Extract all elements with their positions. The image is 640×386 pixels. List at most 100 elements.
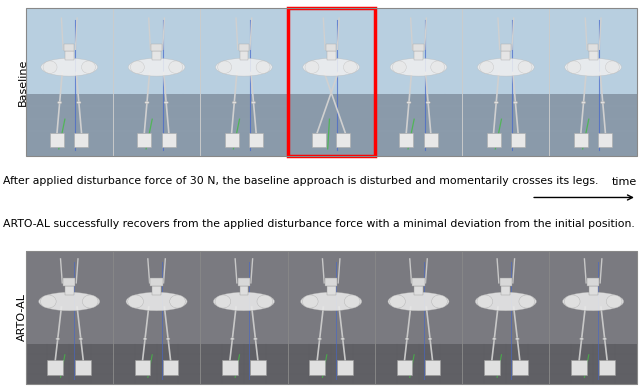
Bar <box>152 286 161 295</box>
Ellipse shape <box>564 58 621 76</box>
Bar <box>598 132 612 147</box>
Bar <box>162 132 176 147</box>
Ellipse shape <box>431 61 445 73</box>
Ellipse shape <box>518 61 532 73</box>
Bar <box>327 51 335 60</box>
Bar <box>113 251 200 384</box>
Bar <box>375 251 462 384</box>
Bar <box>63 278 76 286</box>
Ellipse shape <box>131 61 145 73</box>
Bar <box>26 251 113 384</box>
Bar <box>327 286 335 295</box>
Bar <box>500 278 512 286</box>
Bar <box>399 132 413 147</box>
Bar <box>375 8 462 156</box>
Bar <box>26 94 113 156</box>
Circle shape <box>145 101 149 104</box>
Bar <box>150 278 163 286</box>
Bar <box>337 132 351 147</box>
Bar <box>550 8 637 94</box>
Bar <box>312 132 326 147</box>
Bar <box>287 8 375 156</box>
Bar <box>138 132 151 147</box>
Ellipse shape <box>128 58 185 76</box>
Bar <box>113 94 200 156</box>
Circle shape <box>426 101 430 104</box>
Bar <box>512 360 527 375</box>
Ellipse shape <box>605 61 620 73</box>
Ellipse shape <box>477 58 534 76</box>
Bar <box>200 344 287 384</box>
Ellipse shape <box>128 295 143 308</box>
Ellipse shape <box>606 295 622 308</box>
Bar <box>572 360 587 375</box>
Text: time: time <box>612 178 637 187</box>
Bar <box>375 344 462 384</box>
Ellipse shape <box>392 61 406 73</box>
Text: ARTO-AL: ARTO-AL <box>17 293 28 342</box>
Bar <box>375 94 462 156</box>
Bar <box>462 251 550 384</box>
Circle shape <box>581 101 586 104</box>
Bar <box>502 51 510 60</box>
Bar <box>76 360 91 375</box>
Circle shape <box>317 338 321 340</box>
Bar <box>462 8 550 94</box>
Circle shape <box>164 101 168 104</box>
Bar <box>26 8 113 156</box>
Circle shape <box>600 101 605 104</box>
Ellipse shape <box>40 295 56 308</box>
Bar <box>337 360 353 375</box>
Bar <box>424 132 438 147</box>
Bar <box>249 132 263 147</box>
Bar <box>500 44 511 51</box>
Ellipse shape <box>563 292 624 311</box>
Circle shape <box>79 338 83 340</box>
Ellipse shape <box>83 295 98 308</box>
Ellipse shape <box>43 61 57 73</box>
Bar <box>26 251 113 384</box>
FancyArrowPatch shape <box>534 195 632 200</box>
Bar <box>397 360 412 375</box>
Bar <box>200 251 287 384</box>
Bar <box>414 51 423 60</box>
Circle shape <box>230 338 234 340</box>
Ellipse shape <box>257 295 273 308</box>
Bar <box>26 344 113 384</box>
Ellipse shape <box>476 292 536 311</box>
Bar <box>550 344 637 384</box>
Bar <box>462 344 550 384</box>
Ellipse shape <box>344 295 360 308</box>
Ellipse shape <box>41 58 98 76</box>
Bar <box>413 44 424 51</box>
Bar <box>599 360 615 375</box>
Bar <box>65 51 74 60</box>
Circle shape <box>405 338 409 340</box>
Bar <box>135 360 150 375</box>
Bar <box>113 8 200 156</box>
Ellipse shape <box>169 61 183 73</box>
Bar <box>550 251 637 384</box>
Ellipse shape <box>216 58 272 76</box>
Bar <box>375 8 462 94</box>
Circle shape <box>513 101 518 104</box>
Bar <box>511 132 525 147</box>
Ellipse shape <box>390 295 405 308</box>
Circle shape <box>580 338 584 340</box>
Ellipse shape <box>564 295 580 308</box>
Bar <box>589 286 598 295</box>
Ellipse shape <box>388 292 449 311</box>
Bar <box>26 8 637 156</box>
Bar <box>225 132 239 147</box>
Ellipse shape <box>218 61 232 73</box>
Bar <box>424 360 440 375</box>
Bar <box>50 132 64 147</box>
Bar <box>152 51 161 60</box>
Bar <box>502 286 510 295</box>
Bar <box>239 44 249 51</box>
Bar <box>200 8 287 156</box>
Ellipse shape <box>170 295 186 308</box>
Bar <box>589 51 598 60</box>
Ellipse shape <box>256 61 270 73</box>
Circle shape <box>232 101 236 104</box>
